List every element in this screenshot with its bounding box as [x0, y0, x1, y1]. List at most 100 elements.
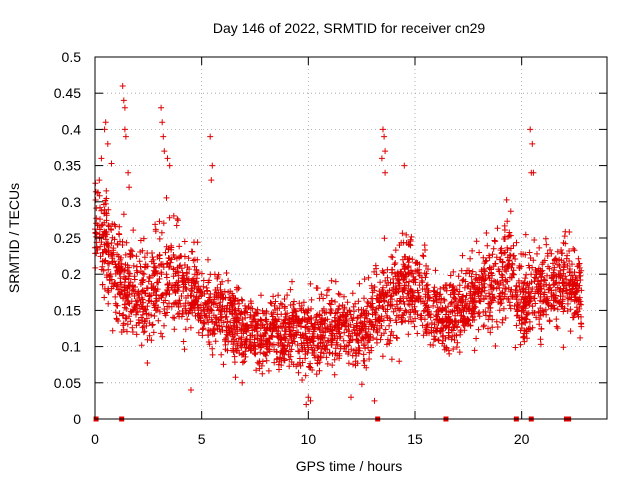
data-point [517, 327, 524, 334]
data-point [448, 336, 455, 343]
data-point [476, 309, 483, 316]
data-point [374, 328, 381, 335]
data-point [532, 274, 539, 281]
data-point [327, 322, 333, 328]
data-point [247, 332, 253, 339]
data-point [571, 279, 578, 286]
data-point [123, 305, 130, 312]
data-point [209, 351, 216, 358]
data-point [336, 325, 343, 332]
data-point [313, 371, 320, 378]
data-point [368, 282, 375, 289]
data-point [124, 328, 130, 335]
data-point [139, 277, 146, 284]
data-point [285, 351, 292, 358]
data-point [512, 287, 519, 294]
data-point [122, 293, 129, 300]
data-point [228, 338, 235, 345]
data-point [409, 256, 416, 263]
data-point [402, 317, 409, 324]
data-point [433, 299, 440, 306]
data-point [468, 273, 475, 280]
data-point [242, 302, 248, 309]
data-point [319, 307, 326, 314]
data-point [133, 331, 140, 338]
data-point [175, 217, 181, 224]
data-point [419, 322, 426, 329]
data-point [432, 293, 439, 300]
data-point [217, 286, 224, 293]
data-point [405, 331, 412, 338]
y-tick-label: 0.45 [54, 85, 81, 101]
data-point [499, 272, 506, 279]
data-point [530, 295, 537, 302]
data-point [428, 329, 435, 336]
data-point [203, 284, 210, 291]
data-point [171, 326, 178, 333]
data-point [522, 294, 528, 301]
data-point [184, 316, 191, 323]
y-tick-label: 0.4 [62, 121, 82, 137]
data-point [188, 387, 194, 393]
data-point [195, 295, 202, 302]
data-point [431, 298, 437, 305]
data-point [340, 309, 347, 316]
data-point [435, 319, 442, 326]
data-point [96, 231, 103, 238]
data-point [467, 322, 474, 329]
data-point [224, 318, 231, 325]
data-point [197, 287, 204, 293]
data-point [133, 253, 140, 260]
data-point [187, 324, 194, 331]
data-point [529, 309, 536, 316]
data-point [556, 263, 563, 269]
data-point [163, 194, 170, 201]
data-point [527, 298, 534, 304]
data-point [102, 119, 109, 126]
data-point [420, 308, 427, 315]
data-point [317, 353, 324, 360]
data-point [308, 336, 314, 343]
data-point [170, 212, 177, 219]
data-point [537, 341, 544, 348]
data-point [103, 212, 110, 219]
data-point [137, 263, 144, 270]
data-point [578, 323, 585, 330]
data-point [423, 262, 430, 269]
data-point [152, 221, 159, 228]
data-point [302, 330, 309, 337]
data-point [121, 126, 128, 133]
data-point [219, 296, 226, 303]
data-point [449, 308, 456, 315]
data-point [166, 162, 173, 169]
data-point [150, 329, 157, 336]
data-point [523, 271, 530, 278]
data-point [241, 338, 248, 345]
data-point [118, 329, 125, 335]
data-point [486, 252, 492, 259]
data-point [189, 302, 195, 308]
data-point [407, 287, 413, 294]
data-point [569, 285, 576, 292]
data-point [307, 280, 314, 287]
data-point [143, 315, 150, 322]
data-point [504, 218, 511, 225]
data-point [412, 315, 419, 322]
data-point [317, 320, 324, 327]
data-point [247, 322, 254, 329]
data-point [161, 322, 167, 329]
data-point [118, 281, 125, 288]
data-point [141, 328, 148, 335]
data-point [185, 275, 192, 282]
data-point [434, 328, 440, 335]
data-point [342, 323, 349, 330]
data-point [253, 367, 260, 374]
data-point [452, 318, 459, 324]
data-point [241, 358, 248, 365]
data-point [349, 330, 356, 337]
data-point [351, 326, 358, 333]
data-point [504, 254, 511, 261]
data-point [471, 316, 478, 323]
data-point [341, 305, 348, 312]
data-point [296, 300, 303, 307]
